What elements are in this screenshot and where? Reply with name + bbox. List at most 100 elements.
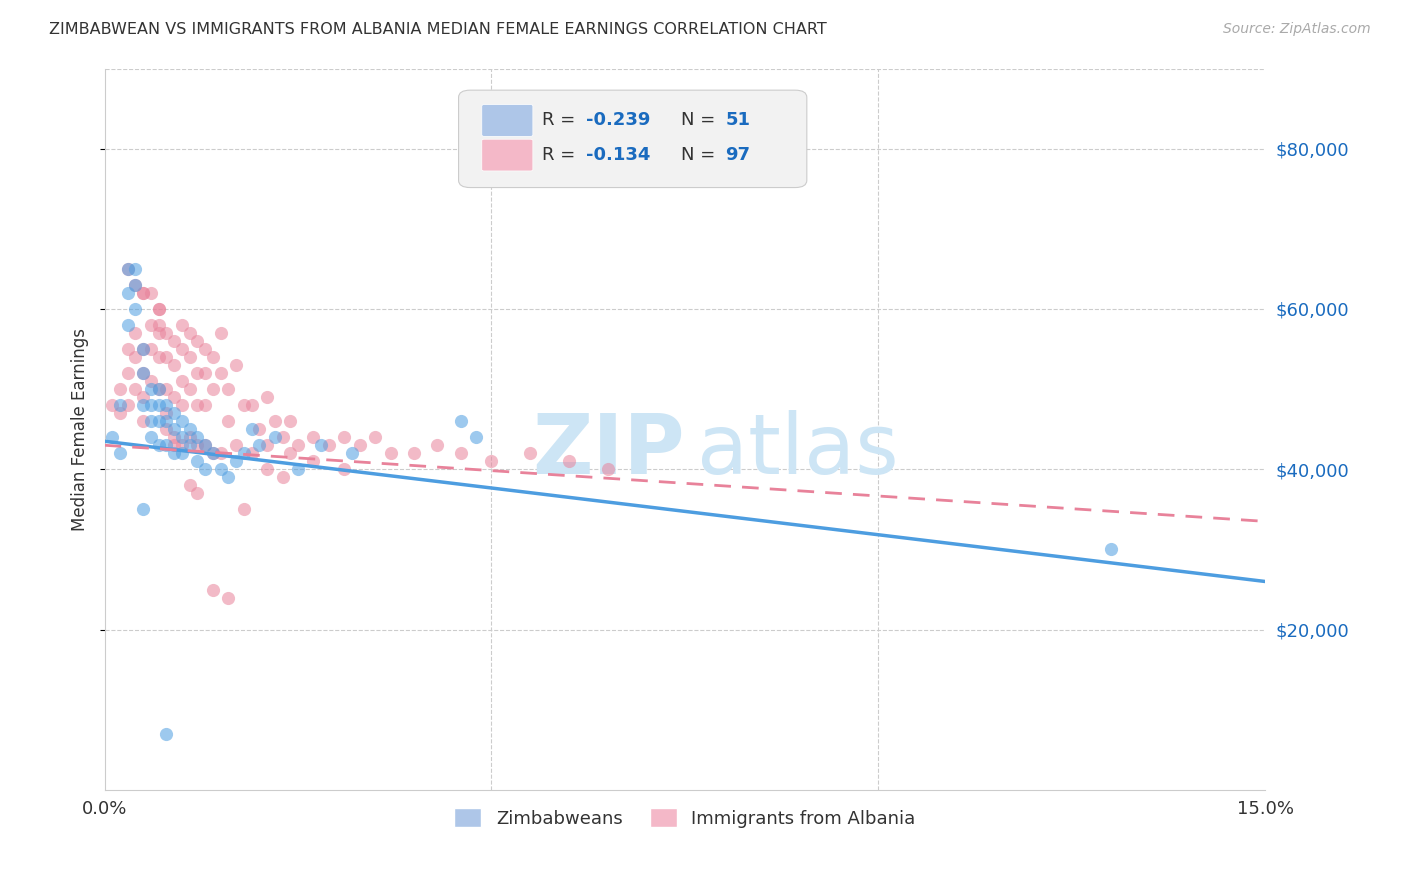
Point <box>179 326 201 340</box>
Point <box>148 318 170 332</box>
Point <box>163 446 186 460</box>
Text: -0.239: -0.239 <box>586 112 651 129</box>
Text: ZIMBABWEAN VS IMMIGRANTS FROM ALBANIA MEDIAN FEMALE EARNINGS CORRELATION CHART: ZIMBABWEAN VS IMMIGRANTS FROM ALBANIA ME… <box>49 22 827 37</box>
Text: 51: 51 <box>725 112 751 129</box>
Point <box>194 462 217 476</box>
Text: R =: R = <box>543 112 581 129</box>
Point <box>186 334 208 348</box>
Point <box>201 446 224 460</box>
Point <box>117 318 139 332</box>
Point <box>302 454 325 468</box>
Point <box>148 350 170 364</box>
Point <box>217 470 239 484</box>
Point <box>124 277 146 292</box>
Legend: Zimbabweans, Immigrants from Albania: Zimbabweans, Immigrants from Albania <box>447 801 922 835</box>
Point <box>186 486 208 500</box>
Point <box>155 422 177 436</box>
Point <box>163 358 186 372</box>
Point <box>155 382 177 396</box>
Point <box>101 398 124 412</box>
Point <box>148 326 170 340</box>
Point <box>132 398 155 412</box>
Point <box>132 285 155 300</box>
Point <box>179 430 201 444</box>
Point <box>201 350 224 364</box>
Point <box>232 446 254 460</box>
Point <box>124 350 146 364</box>
Point <box>108 398 131 412</box>
Point <box>124 277 146 292</box>
Point <box>217 414 239 428</box>
Point <box>163 390 186 404</box>
Point <box>163 430 186 444</box>
Point <box>596 462 619 476</box>
Point <box>240 446 263 460</box>
Point <box>225 454 247 468</box>
Point <box>271 430 294 444</box>
Point <box>124 382 146 396</box>
Text: -0.134: -0.134 <box>586 146 651 164</box>
Point <box>170 414 193 428</box>
Point <box>186 454 208 468</box>
Point <box>170 430 193 444</box>
Point <box>209 446 232 460</box>
Point <box>186 430 208 444</box>
Point <box>232 398 254 412</box>
Point <box>170 318 193 332</box>
Point <box>1099 542 1122 557</box>
Text: Source: ZipAtlas.com: Source: ZipAtlas.com <box>1223 22 1371 37</box>
Point <box>380 446 402 460</box>
Point <box>263 414 285 428</box>
Point <box>217 591 239 605</box>
FancyBboxPatch shape <box>482 104 533 136</box>
Point <box>124 261 146 276</box>
Point <box>309 438 332 452</box>
Point <box>349 438 371 452</box>
Point <box>132 366 155 380</box>
FancyBboxPatch shape <box>458 90 807 187</box>
Point <box>225 358 247 372</box>
Point <box>101 430 124 444</box>
Point <box>450 446 472 460</box>
Point <box>519 446 541 460</box>
Point <box>179 478 201 492</box>
Point <box>148 382 170 396</box>
Point <box>163 438 186 452</box>
Point <box>170 446 193 460</box>
Point <box>170 398 193 412</box>
Point <box>148 438 170 452</box>
Point <box>186 366 208 380</box>
Point <box>132 390 155 404</box>
FancyBboxPatch shape <box>482 139 533 171</box>
Point <box>117 342 139 356</box>
Point <box>450 414 472 428</box>
Point <box>163 422 186 436</box>
Point <box>139 398 162 412</box>
Point <box>139 430 162 444</box>
Point <box>333 430 356 444</box>
Point <box>240 422 263 436</box>
Point <box>132 342 155 356</box>
Point <box>364 430 387 444</box>
Point <box>132 414 155 428</box>
Point <box>155 414 177 428</box>
Point <box>117 398 139 412</box>
Point <box>148 382 170 396</box>
Point <box>179 438 201 452</box>
Point <box>558 454 581 468</box>
Point <box>148 301 170 316</box>
Point <box>108 382 131 396</box>
Point <box>179 422 201 436</box>
Point <box>256 438 278 452</box>
Point <box>194 398 217 412</box>
Point <box>139 285 162 300</box>
Point <box>179 350 201 364</box>
Text: ZIP: ZIP <box>533 410 685 491</box>
Point <box>148 414 170 428</box>
Point <box>278 414 301 428</box>
Point <box>240 398 263 412</box>
Point <box>263 430 285 444</box>
Point <box>163 406 186 420</box>
Point <box>179 382 201 396</box>
Point <box>201 382 224 396</box>
